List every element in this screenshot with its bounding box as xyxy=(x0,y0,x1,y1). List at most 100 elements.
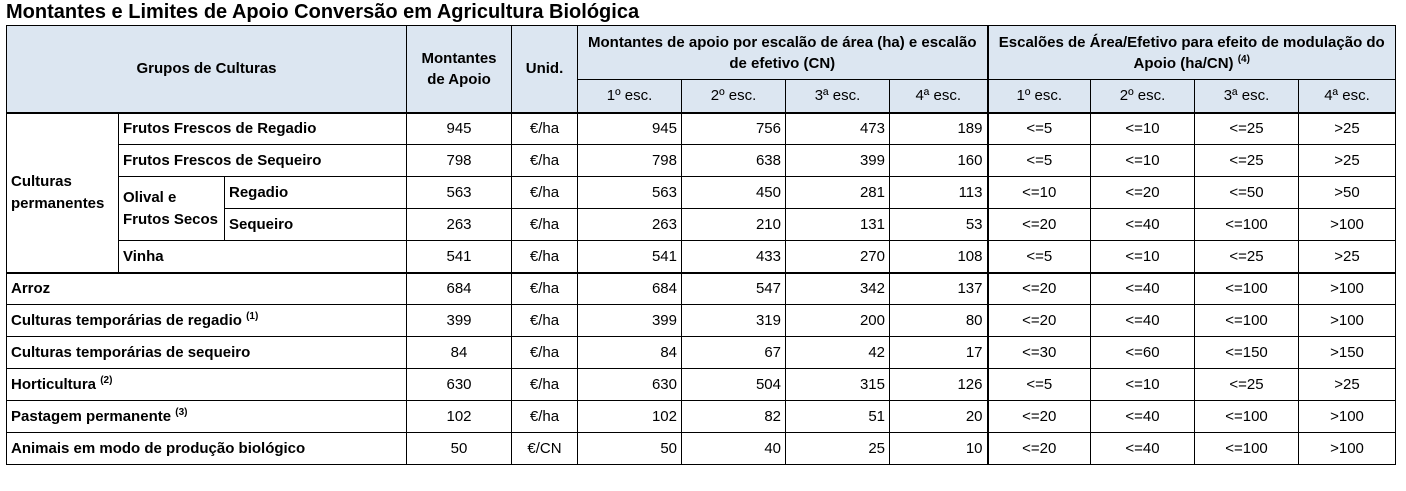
row-tier-3: 131 xyxy=(785,208,890,241)
table-row: Culturas temporárias de regadio (1) 399 … xyxy=(6,304,1396,337)
row-tier-4: 108 xyxy=(889,240,988,273)
row-tier-1: 50 xyxy=(577,432,682,465)
row-note: (3) xyxy=(175,407,188,418)
row-name: Regadio xyxy=(224,176,407,209)
row-mod-4: >50 xyxy=(1298,176,1396,209)
row-tier-1: 102 xyxy=(577,400,682,433)
row-name-cell: Culturas temporárias de regadio (1) xyxy=(6,304,407,337)
row-mod-3: <=100 xyxy=(1194,400,1299,433)
row-tier-4: 20 xyxy=(889,400,988,433)
row-mod-3: <=100 xyxy=(1194,432,1299,465)
row-mod-3: <=25 xyxy=(1194,111,1299,145)
row-tier-3: 200 xyxy=(785,304,890,337)
row-mod-3: <=25 xyxy=(1194,240,1299,273)
row-tier-4: 189 xyxy=(889,111,988,145)
row-tier-3: 42 xyxy=(785,336,890,369)
row-amount: 399 xyxy=(406,304,512,337)
row-mod-1: <=20 xyxy=(986,432,1091,465)
row-mod-1: <=30 xyxy=(986,336,1091,369)
row-mod-3: <=150 xyxy=(1194,336,1299,369)
row-mod-3: <=50 xyxy=(1194,176,1299,209)
page-title: Montantes e Limites de Apoio Conversão e… xyxy=(6,1,640,23)
row-tier-4: 80 xyxy=(889,304,988,337)
table-row: Frutos Frescos de Sequeiro 798 €/ha 798 … xyxy=(7,144,1396,177)
row-tier-4: 10 xyxy=(889,432,988,465)
row-amount: 630 xyxy=(406,368,512,401)
row-tier-1: 798 xyxy=(577,144,682,177)
row-name-cell: Pastagem permanente (3) xyxy=(6,400,407,433)
row-name: Sequeiro xyxy=(224,208,407,241)
row-name: Arroz xyxy=(6,271,407,305)
row-mod-1: <=5 xyxy=(986,240,1091,273)
table-row: Sequeiro 263 €/ha 263 210 131 53 <=20 <=… xyxy=(7,208,1396,241)
row-tier-3: 399 xyxy=(785,144,890,177)
row-mod-1: <=20 xyxy=(986,400,1091,433)
row-tier-1: 563 xyxy=(577,176,682,209)
row-unit: €/ha xyxy=(511,208,578,241)
header-support-by-tier: Montantes de apoio por escalão de área (… xyxy=(577,25,988,80)
row-tier-2: 210 xyxy=(681,208,786,241)
row-amount: 798 xyxy=(406,144,512,177)
row-tier-3: 315 xyxy=(785,368,890,401)
row-mod-4: >100 xyxy=(1298,304,1396,337)
row-amount: 684 xyxy=(406,271,512,305)
row-unit: €/ha xyxy=(511,176,578,209)
row-tier-2: 82 xyxy=(681,400,786,433)
row-mod-3: <=100 xyxy=(1194,304,1299,337)
row-mod-2: <=10 xyxy=(1090,240,1195,273)
row-amount: 563 xyxy=(406,176,512,209)
header-amounts: Montantes de Apoio xyxy=(406,25,512,113)
row-mod-3: <=100 xyxy=(1194,271,1299,305)
row-tier-2: 67 xyxy=(681,336,786,369)
row-amount: 263 xyxy=(406,208,512,241)
row-name: Vinha xyxy=(118,240,407,273)
row-unit: €/ha xyxy=(511,368,578,401)
row-mod-2: <=10 xyxy=(1090,111,1195,145)
row-unit: €/ha xyxy=(511,144,578,177)
row-mod-2: <=10 xyxy=(1090,368,1195,401)
mod-tier-2-header: 2º esc. xyxy=(1090,79,1195,113)
row-unit: €/ha xyxy=(511,111,578,145)
row-mod-4: >150 xyxy=(1298,336,1396,369)
row-unit: €/ha xyxy=(511,271,578,305)
table-row: Horticultura (2) 630 €/ha 630 504 315 12… xyxy=(6,368,1396,401)
row-mod-2: <=40 xyxy=(1090,432,1195,465)
row-mod-1: <=5 xyxy=(986,368,1091,401)
table-row: Olival e Frutos Secos Regadio 563 €/ha 5… xyxy=(7,176,1396,241)
row-tier-4: 113 xyxy=(889,176,988,209)
row-tier-3: 25 xyxy=(785,432,890,465)
tier-2-header: 2º esc. xyxy=(681,79,786,113)
row-mod-4: >25 xyxy=(1298,111,1396,145)
olive-nuts-label: Olival e Frutos Secos xyxy=(118,176,225,241)
row-unit: €/ha xyxy=(511,304,578,337)
row-tier-3: 281 xyxy=(785,176,890,209)
row-tier-2: 319 xyxy=(681,304,786,337)
row-unit: €/CN xyxy=(511,432,578,465)
row-tier-1: 84 xyxy=(577,336,682,369)
row-tier-3: 473 xyxy=(785,111,890,145)
table-row: Culturas permanentes Frutos Frescos de R… xyxy=(6,111,1396,273)
row-mod-3: <=25 xyxy=(1194,144,1299,177)
row-mod-3: <=100 xyxy=(1194,208,1299,241)
row-tier-4: 137 xyxy=(889,271,988,305)
row-mod-1: <=10 xyxy=(986,176,1091,209)
row-name: Frutos Frescos de Regadio xyxy=(118,111,407,145)
row-tier-1: 399 xyxy=(577,304,682,337)
row-amount: 102 xyxy=(406,400,512,433)
row-tier-4: 126 xyxy=(889,368,988,401)
row-mod-3: <=25 xyxy=(1194,368,1299,401)
row-amount: 541 xyxy=(406,240,512,273)
row-name: Frutos Frescos de Sequeiro xyxy=(118,144,407,177)
row-tier-3: 270 xyxy=(785,240,890,273)
row-mod-2: <=40 xyxy=(1090,304,1195,337)
row-mod-1: <=5 xyxy=(986,111,1091,145)
table-row: Culturas temporárias de sequeiro 84 €/ha… xyxy=(6,336,1396,369)
row-tier-1: 541 xyxy=(577,240,682,273)
row-tier-2: 638 xyxy=(681,144,786,177)
row-mod-4: >100 xyxy=(1298,400,1396,433)
tier-3-header: 3ª esc. xyxy=(785,79,890,113)
mod-tier-4-header: 4ª esc. xyxy=(1298,79,1396,113)
row-name: Culturas temporárias de regadio xyxy=(11,312,242,329)
mod-tier-1-header: 1º esc. xyxy=(986,79,1091,113)
row-mod-2: <=40 xyxy=(1090,208,1195,241)
